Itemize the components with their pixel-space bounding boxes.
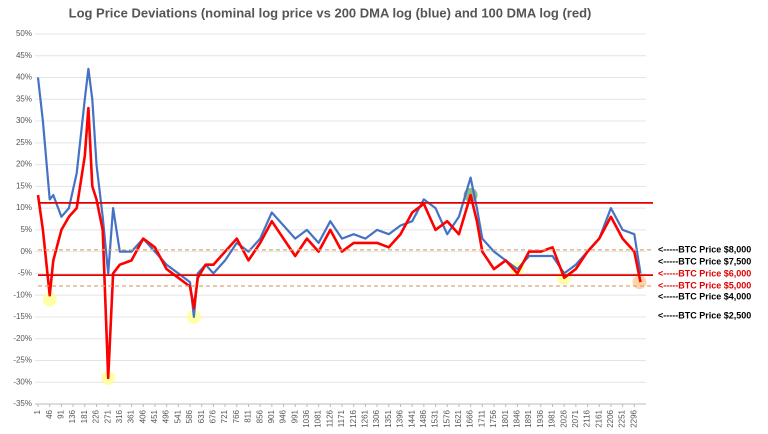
x-tick-label: 2116 xyxy=(583,409,592,427)
x-tick-label: 46 xyxy=(45,409,54,418)
x-tick-label: 136 xyxy=(68,409,77,423)
x-tick-label: 1171 xyxy=(337,409,346,427)
x-tick-label: 1846 xyxy=(512,409,521,427)
x-tick-label: 361 xyxy=(127,409,136,423)
x-tick-label: 496 xyxy=(162,409,171,423)
x-tick-label: 1216 xyxy=(349,409,358,427)
annotation: <-----BTC Price $2,500 xyxy=(658,310,751,320)
y-tick-label: -5% xyxy=(18,269,32,278)
x-tick-label: 1441 xyxy=(407,409,416,427)
y-tick-label: 5% xyxy=(20,225,32,234)
line-series xyxy=(36,106,642,380)
annotation: <-----BTC Price $5,000 xyxy=(658,280,751,290)
x-tick-label: 1261 xyxy=(360,409,369,427)
y-tick-label: -10% xyxy=(13,290,32,299)
x-tick-label: 1711 xyxy=(477,409,486,427)
x-tick-label: 406 xyxy=(138,409,147,423)
x-tick-label: 1081 xyxy=(314,409,323,427)
x-tick-label: 946 xyxy=(279,409,288,423)
x-tick-label: 1126 xyxy=(325,409,334,427)
x-tick-label: 2206 xyxy=(606,409,615,427)
annotation: <-----BTC Price $6,000 xyxy=(658,268,751,278)
x-tick-label: 991 xyxy=(290,409,299,423)
y-tick-label: 0% xyxy=(20,247,32,256)
annotation: <-----BTC Price $4,000 xyxy=(658,291,751,301)
line-series xyxy=(36,67,642,318)
x-tick-label: 2251 xyxy=(618,409,627,427)
x-tick-label: 541 xyxy=(173,409,182,423)
x-tick-label: 91 xyxy=(56,409,65,418)
x-tick-label: 1036 xyxy=(302,409,311,427)
highlight xyxy=(42,292,57,307)
y-tick-label: 35% xyxy=(16,94,32,103)
y-tick-label: 40% xyxy=(16,73,32,82)
x-tick-label: 2071 xyxy=(571,409,580,427)
x-tick-label: 271 xyxy=(103,409,112,423)
x-tick-label: 1351 xyxy=(384,409,393,427)
x-tick-label: 451 xyxy=(150,409,159,423)
x-tick-label: 1666 xyxy=(466,409,475,427)
annotation: <-----BTC Price $7,500 xyxy=(658,256,751,266)
x-tick-label: 1756 xyxy=(489,409,498,427)
x-tick-label: 721 xyxy=(220,409,229,423)
y-tick-label: 15% xyxy=(16,181,32,190)
annotation: <-----BTC Price $8,000 xyxy=(658,244,751,254)
x-tick-label: 1621 xyxy=(454,409,463,427)
x-tick-label: 811 xyxy=(244,409,253,422)
x-tick-label: 2026 xyxy=(559,409,568,427)
x-tick-label: 1891 xyxy=(524,409,533,427)
y-tick-label: -15% xyxy=(13,312,32,321)
x-tick-label: 901 xyxy=(267,409,276,423)
x-tick-label: 1396 xyxy=(396,409,405,427)
x-tick-label: 1531 xyxy=(431,409,440,427)
x-tick-label: 226 xyxy=(92,409,101,423)
y-tick-label: -20% xyxy=(13,334,32,343)
x-tick-label: 2161 xyxy=(594,409,603,427)
x-tick-label: 316 xyxy=(115,409,124,423)
x-tick-label: 1576 xyxy=(442,409,451,427)
x-tick-label: 1306 xyxy=(372,409,381,427)
x-tick-label: 676 xyxy=(208,409,217,423)
x-tick-label: 1 xyxy=(33,409,42,414)
x-tick-label: 766 xyxy=(232,409,241,423)
x-tick-label: 2296 xyxy=(629,409,638,427)
x-tick-label: 1936 xyxy=(536,409,545,427)
y-tick-label: 20% xyxy=(16,160,32,169)
x-tick-label: 1801 xyxy=(501,409,510,427)
x-tick-label: 1486 xyxy=(419,409,428,427)
x-tick-label: 1981 xyxy=(548,409,557,427)
x-tick-label: 181 xyxy=(80,409,89,423)
x-tick-label: 631 xyxy=(197,409,206,423)
y-tick-label: -25% xyxy=(13,356,32,365)
y-tick-label: 45% xyxy=(16,51,32,60)
y-tick-label: 50% xyxy=(16,29,32,38)
x-tick-label: 586 xyxy=(185,409,194,423)
chart-title: Log Price Deviations (nominal log price … xyxy=(69,5,592,20)
y-tick-label: 30% xyxy=(16,116,32,125)
y-tick-label: -30% xyxy=(13,377,32,386)
y-tick-label: -35% xyxy=(13,399,32,408)
y-tick-label: 10% xyxy=(16,203,32,212)
x-tick-label: 856 xyxy=(255,409,264,423)
y-tick-label: 25% xyxy=(16,138,32,147)
